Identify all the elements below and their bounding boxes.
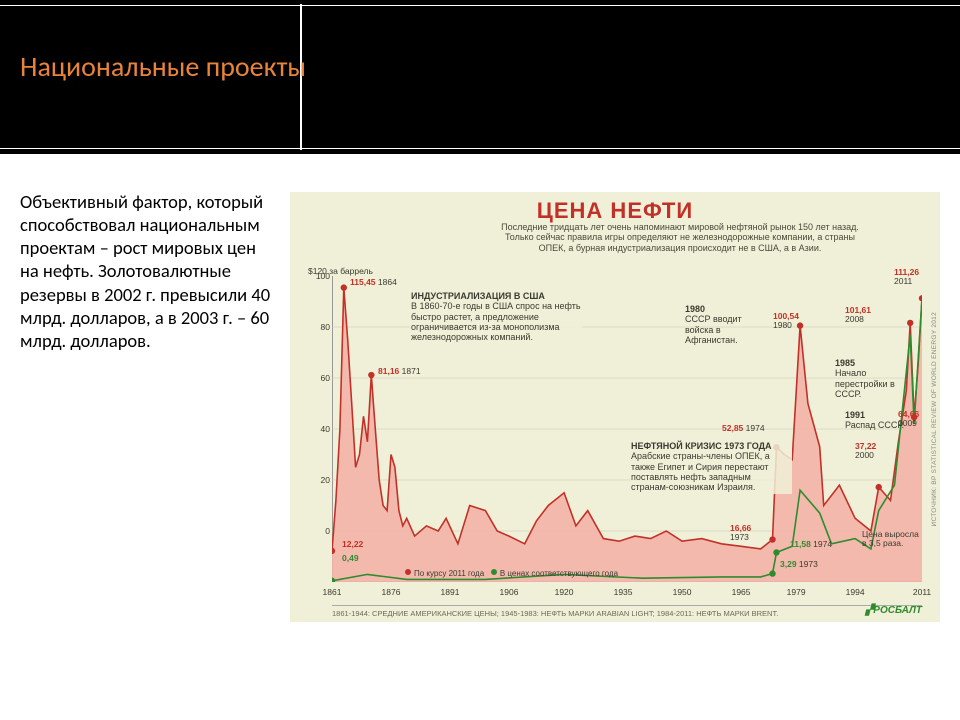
chart-footer: 1861-1944: СРЕДНИЕ АМЕРИКАНСКИЕ ЦЕНЫ; 19… bbox=[332, 605, 922, 618]
ytick: 40 bbox=[308, 424, 330, 434]
ytick: 20 bbox=[308, 475, 330, 485]
oil-price-chart: ЦЕНА НЕФТИ Последние тридцать лет очень … bbox=[290, 192, 940, 622]
chart-subtitle: Последние тридцать лет очень напоминают … bbox=[500, 222, 860, 253]
callout-1974g: 11,58 1974 bbox=[790, 540, 832, 549]
rosbalt-logo: ▞РОСБАЛТ bbox=[866, 605, 922, 616]
textblock-afghan: 1980СССР вводит войска в Афганистан. bbox=[685, 304, 755, 345]
callout-2009: 64,662009 bbox=[898, 410, 919, 429]
callout-1973g: 3,29 1973 bbox=[780, 560, 818, 569]
textblock-crisis: НЕФТЯНОЙ КРИЗИС 1973 ГОДААрабские страны… bbox=[630, 440, 792, 494]
chart-title: ЦЕНА НЕФТИ bbox=[290, 198, 940, 224]
callout-1974: 52,85 1974 bbox=[722, 424, 765, 433]
ytick: 60 bbox=[308, 373, 330, 383]
slide-title: Национальные проекты bbox=[20, 52, 306, 83]
callout-1864: 115,45 1864 bbox=[350, 278, 397, 287]
callout-2008: 101,612008 bbox=[845, 306, 871, 325]
callout-1871: 81,16 1871 bbox=[378, 367, 421, 376]
ytick: 0 bbox=[308, 526, 330, 536]
callout-1980: 100,541980 bbox=[773, 312, 799, 331]
callout-1973: 16,661973 bbox=[730, 524, 751, 543]
ytick: 80 bbox=[308, 322, 330, 332]
callout-1861r: 12,22 bbox=[342, 540, 363, 549]
legend: По курсу 2011 года В ценах соответствующ… bbox=[405, 569, 618, 578]
textblock-collapse: 1991Распад СССР. bbox=[845, 410, 905, 431]
ytick: 100 bbox=[308, 271, 330, 281]
callout-1861g: 0,49 bbox=[342, 554, 359, 563]
textblock-growth: Цена выросла в 3,5 раза. bbox=[862, 530, 922, 549]
callout-2011: 111,262011 bbox=[894, 268, 919, 287]
textblock-usa: ИНДУСТРИАЛИЗАЦИЯ В СШАВ 1860-70-е годы в… bbox=[410, 290, 582, 344]
textblock-perestroika: 1985Начало перестройки в СССР. bbox=[835, 358, 905, 399]
body-text: Объективный фактор, который способствова… bbox=[20, 190, 275, 352]
source-label: ИСТОЧНИК: BP STATISTICAL REVIEW OF WORLD… bbox=[931, 312, 938, 526]
title-bar: Национальные проекты bbox=[0, 0, 960, 154]
callout-2000: 37,222000 bbox=[855, 442, 876, 461]
